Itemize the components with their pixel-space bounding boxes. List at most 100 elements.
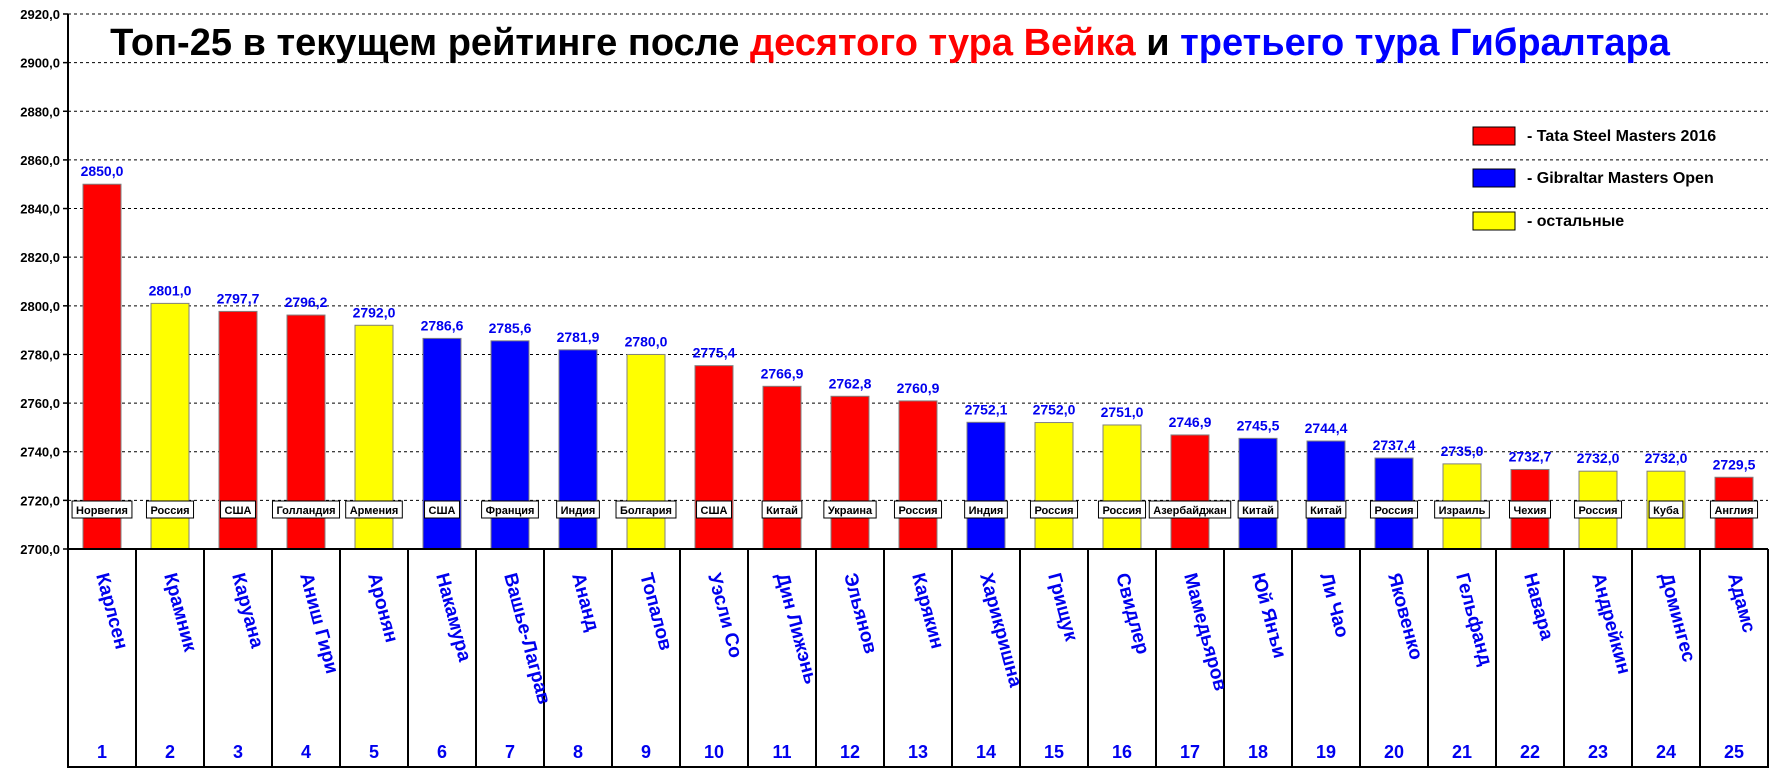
player-name: Адамс (1723, 571, 1759, 636)
rank-label: 24 (1656, 742, 1676, 762)
player-name: Аронян (363, 571, 402, 645)
country-text: Болгария (620, 505, 672, 517)
player-name: Яковенко (1383, 571, 1426, 662)
player-name: Крамник (159, 571, 200, 655)
country-label: США (220, 500, 256, 519)
rank-label: 20 (1384, 742, 1404, 762)
value-label: 2752,0 (1033, 402, 1076, 418)
country-label: Голландия (271, 500, 341, 519)
y-tick-label: 2840,0 (20, 202, 60, 217)
rank-label: 21 (1452, 742, 1472, 762)
player-name: Вашье-Лаграв (499, 571, 554, 707)
country-text: Англия (1714, 505, 1753, 517)
country-label: Армения (345, 500, 403, 519)
country-label: Китай (1237, 500, 1279, 519)
country-text: Норвегия (76, 505, 128, 517)
country-text: Китай (1242, 505, 1274, 517)
value-label: 2786,6 (421, 317, 464, 333)
rank-label: 15 (1044, 742, 1064, 762)
player-name: Свидлер (1111, 571, 1153, 657)
bar (762, 385, 802, 550)
value-labels: 2850,0 2801,0 2797,7 2796,2 2792,0 2786,6 2785… (81, 163, 1756, 472)
country-box (1573, 500, 1623, 519)
country-box (1434, 500, 1490, 519)
rank-label: 8 (573, 742, 583, 762)
rank-label: 19 (1316, 742, 1336, 762)
rank-label: 14 (976, 742, 996, 762)
bar (1102, 424, 1142, 550)
country-text: Израиль (1439, 505, 1486, 517)
player-name: Накамура (431, 571, 475, 664)
country-box (1305, 500, 1347, 519)
country-text: Куба (1653, 505, 1680, 517)
y-tick-label: 2820,0 (20, 250, 60, 265)
country-label: Китай (1305, 500, 1347, 519)
player-name: Топалов (635, 571, 676, 653)
rank-label: 10 (704, 742, 724, 762)
country-label: Англия (1709, 500, 1759, 519)
country-box (1648, 500, 1684, 519)
country-box (145, 500, 195, 519)
value-label: 2732,0 (1645, 450, 1688, 466)
value-label: 2744,4 (1305, 420, 1348, 436)
country-text: Украина (828, 505, 873, 517)
y-tick-label: 2740,0 (20, 445, 60, 460)
legend-item: - остальные (1472, 211, 1624, 231)
country-box (761, 500, 803, 519)
country-box (964, 500, 1008, 519)
country-box (424, 500, 460, 519)
country-box (1148, 500, 1232, 519)
chart-title: Топ-25 в текущем рейтинге после десятого… (110, 22, 1671, 64)
country-box (271, 500, 341, 519)
bar (694, 365, 734, 550)
y-tick-label: 2860,0 (20, 153, 60, 168)
bar (1170, 434, 1210, 550)
country-box (220, 500, 256, 519)
country-box (481, 500, 539, 519)
country-text: Россия (150, 505, 189, 517)
y-tick-label: 2900,0 (20, 56, 60, 71)
value-label: 2760,9 (897, 380, 940, 396)
country-label: США (696, 500, 732, 519)
country-text: США (701, 505, 728, 517)
player-name: Карлсен (91, 571, 131, 652)
player-name: Навара (1519, 571, 1557, 643)
country-label: Китай (761, 500, 803, 519)
player-name: Гельфанд (1451, 571, 1496, 668)
country-text: Армения (350, 505, 399, 517)
rank-label: 17 (1180, 742, 1200, 762)
player-name: Андрейкин (1587, 571, 1634, 677)
rank-label: 4 (301, 742, 311, 762)
country-text: США (225, 505, 252, 517)
title-segment: и (1136, 22, 1180, 64)
rank-label: 6 (437, 742, 447, 762)
y-tick-label: 2720,0 (20, 493, 60, 508)
bar (966, 421, 1006, 550)
country-box (823, 500, 877, 519)
rank-label: 12 (840, 742, 860, 762)
country-text: Россия (1374, 505, 1413, 517)
country-text: Голландия (276, 505, 335, 517)
y-tick-label: 2880,0 (20, 104, 60, 119)
gridlines (68, 13, 1768, 501)
bar (830, 395, 870, 550)
rank-label: 2 (165, 742, 175, 762)
rank-label: 18 (1248, 742, 1268, 762)
value-label: 2766,9 (761, 365, 804, 381)
country-text: Индия (561, 505, 596, 517)
country-text: Россия (1102, 505, 1141, 517)
bar (82, 183, 122, 550)
country-box (893, 500, 943, 519)
legend: - Tata Steel Masters 2016 - Gibraltar Mas… (1472, 126, 1716, 231)
country-labels: Норвегия Россия США Голландия Армения США Фран… (71, 500, 1759, 519)
value-label: 2729,5 (1713, 456, 1756, 472)
y-tick-label: 2700,0 (20, 542, 60, 557)
y-tick-label: 2760,0 (20, 396, 60, 411)
rank-label: 11 (772, 742, 791, 762)
bar (898, 400, 938, 550)
country-label: Азербайджан (1148, 500, 1232, 519)
value-label: 2752,1 (965, 401, 1008, 417)
country-box (345, 500, 403, 519)
country-label: Куба (1648, 500, 1684, 519)
